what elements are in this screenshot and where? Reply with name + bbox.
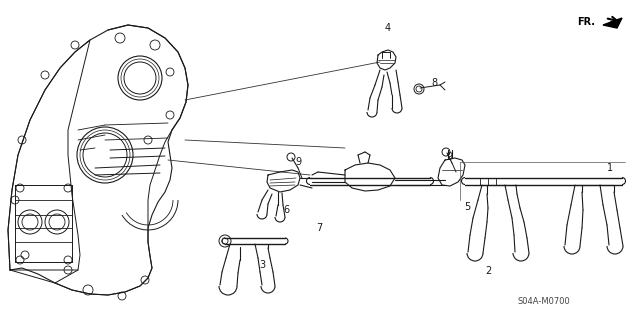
- Text: 5: 5: [464, 202, 470, 212]
- Text: 6: 6: [283, 205, 289, 215]
- Text: 1: 1: [607, 163, 613, 173]
- Text: 9: 9: [446, 152, 452, 162]
- Text: S04A-M0700: S04A-M0700: [518, 298, 571, 307]
- Text: 2: 2: [485, 266, 491, 276]
- Text: 7: 7: [316, 223, 322, 233]
- Text: 3: 3: [259, 260, 265, 270]
- Polygon shape: [603, 18, 622, 28]
- Text: 9: 9: [295, 157, 301, 167]
- Text: 8: 8: [431, 78, 437, 88]
- Text: FR.: FR.: [577, 17, 595, 27]
- Text: 4: 4: [385, 23, 391, 33]
